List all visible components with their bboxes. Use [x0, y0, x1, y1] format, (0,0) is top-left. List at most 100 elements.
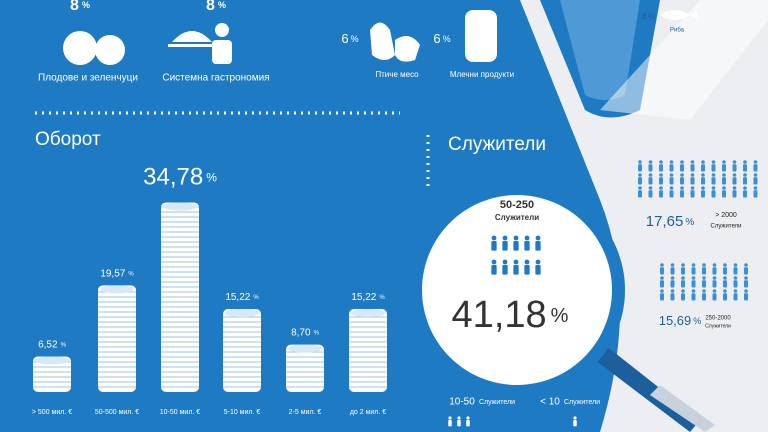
- coin-stack-body: [223, 309, 261, 392]
- value: 6,52%: [38, 339, 66, 350]
- person-icon: [723, 276, 727, 280]
- person-icon: [573, 420, 577, 427]
- person-icon: [670, 263, 675, 267]
- person-icon: [457, 416, 461, 420]
- label: Служители: [479, 399, 515, 406]
- person-icon: [723, 289, 727, 293]
- section-title: Оборот: [35, 129, 101, 150]
- big-value: 41,18%: [452, 294, 569, 336]
- person-icon: [660, 276, 664, 280]
- person-icon: [711, 186, 716, 190]
- person-icon: [638, 177, 642, 185]
- coin-stack: [33, 356, 71, 392]
- person-icon: [690, 160, 695, 164]
- person-icon: [701, 164, 705, 172]
- person-icon: [702, 280, 706, 288]
- person-icon: [732, 190, 737, 198]
- person-icon: [743, 160, 747, 164]
- range: > 2000: [715, 212, 737, 219]
- person-icon: [753, 173, 758, 177]
- person-icon: [744, 280, 748, 288]
- coin-stack: [286, 344, 324, 392]
- fish-icon: [660, 10, 698, 20]
- value-number: 15,22: [351, 292, 376, 303]
- person-icon: [711, 190, 716, 198]
- person-icon: [648, 177, 653, 185]
- person-icon: [722, 190, 726, 198]
- person-icon: [669, 164, 674, 172]
- person-icon: [733, 267, 738, 275]
- person-icon: [466, 420, 470, 427]
- person-icon: [722, 173, 726, 177]
- range: 10-50: [449, 397, 475, 408]
- person-icon: [502, 259, 508, 265]
- person-icon: [660, 289, 664, 293]
- person-icon: [524, 235, 530, 241]
- person-icon: [491, 265, 497, 275]
- person-icon: [733, 280, 738, 288]
- person-icon: [638, 164, 642, 172]
- person-icon: [753, 190, 758, 198]
- person-icon: [681, 280, 685, 288]
- person-icon: [669, 186, 674, 190]
- person-icon: [723, 263, 727, 267]
- person-icon: [448, 420, 452, 427]
- range: < 10: [540, 397, 560, 408]
- person-icon: [691, 280, 696, 288]
- value-unit: %: [314, 330, 320, 336]
- value: 17,65%: [646, 213, 695, 230]
- person-icon: [753, 164, 758, 172]
- handle-grip: [650, 385, 715, 432]
- person-icon: [711, 160, 716, 164]
- person-icon: [524, 241, 530, 251]
- label: Риба: [670, 28, 685, 34]
- value: 15,69%: [659, 313, 702, 328]
- value: 34,78%: [143, 164, 217, 191]
- person-icon: [638, 160, 642, 164]
- person-icon: [690, 190, 695, 198]
- person-icon: [680, 190, 684, 198]
- share: 6%: [341, 31, 358, 46]
- person-icon: [491, 235, 497, 241]
- person-icon: [711, 173, 716, 177]
- person-icon: [702, 293, 706, 301]
- person-icon: [732, 177, 737, 185]
- range: 250-2000: [705, 316, 731, 322]
- person-icon: [733, 276, 738, 280]
- magnifier-lens: [422, 195, 612, 385]
- person-icon: [502, 265, 508, 275]
- person-icon: [659, 160, 663, 164]
- value-number: 19,57: [100, 268, 125, 279]
- person-icon: [670, 289, 675, 293]
- person-icon: [711, 177, 716, 185]
- value-number: 15,22: [225, 292, 250, 303]
- person-icon: [448, 416, 452, 420]
- person-icon: [669, 177, 674, 185]
- label: Птиче месо: [375, 70, 419, 79]
- coin-stack: [223, 309, 261, 392]
- person-icon: [723, 280, 727, 288]
- person-icon: [743, 177, 747, 185]
- person-icon: [681, 289, 685, 293]
- label: Служители: [711, 224, 742, 230]
- value-unit: %: [206, 171, 217, 185]
- coin-top: [288, 344, 322, 353]
- person-icon: [491, 241, 497, 251]
- person-icon: [660, 267, 664, 275]
- coin-stack-body: [33, 356, 71, 392]
- person-icon: [702, 276, 706, 280]
- person-icon: [680, 186, 684, 190]
- coin-top: [163, 202, 197, 211]
- person-icon: [648, 173, 653, 177]
- coin-top: [225, 309, 259, 318]
- person-icon: [702, 267, 706, 275]
- person-icon: [680, 177, 684, 185]
- person-icon: [681, 263, 685, 267]
- lens-light: [600, 0, 768, 120]
- coin-top: [35, 356, 69, 365]
- person-icon: [712, 276, 717, 280]
- person-icon: [513, 259, 519, 265]
- person-icon: [732, 164, 737, 172]
- waiter-icon: [215, 23, 229, 37]
